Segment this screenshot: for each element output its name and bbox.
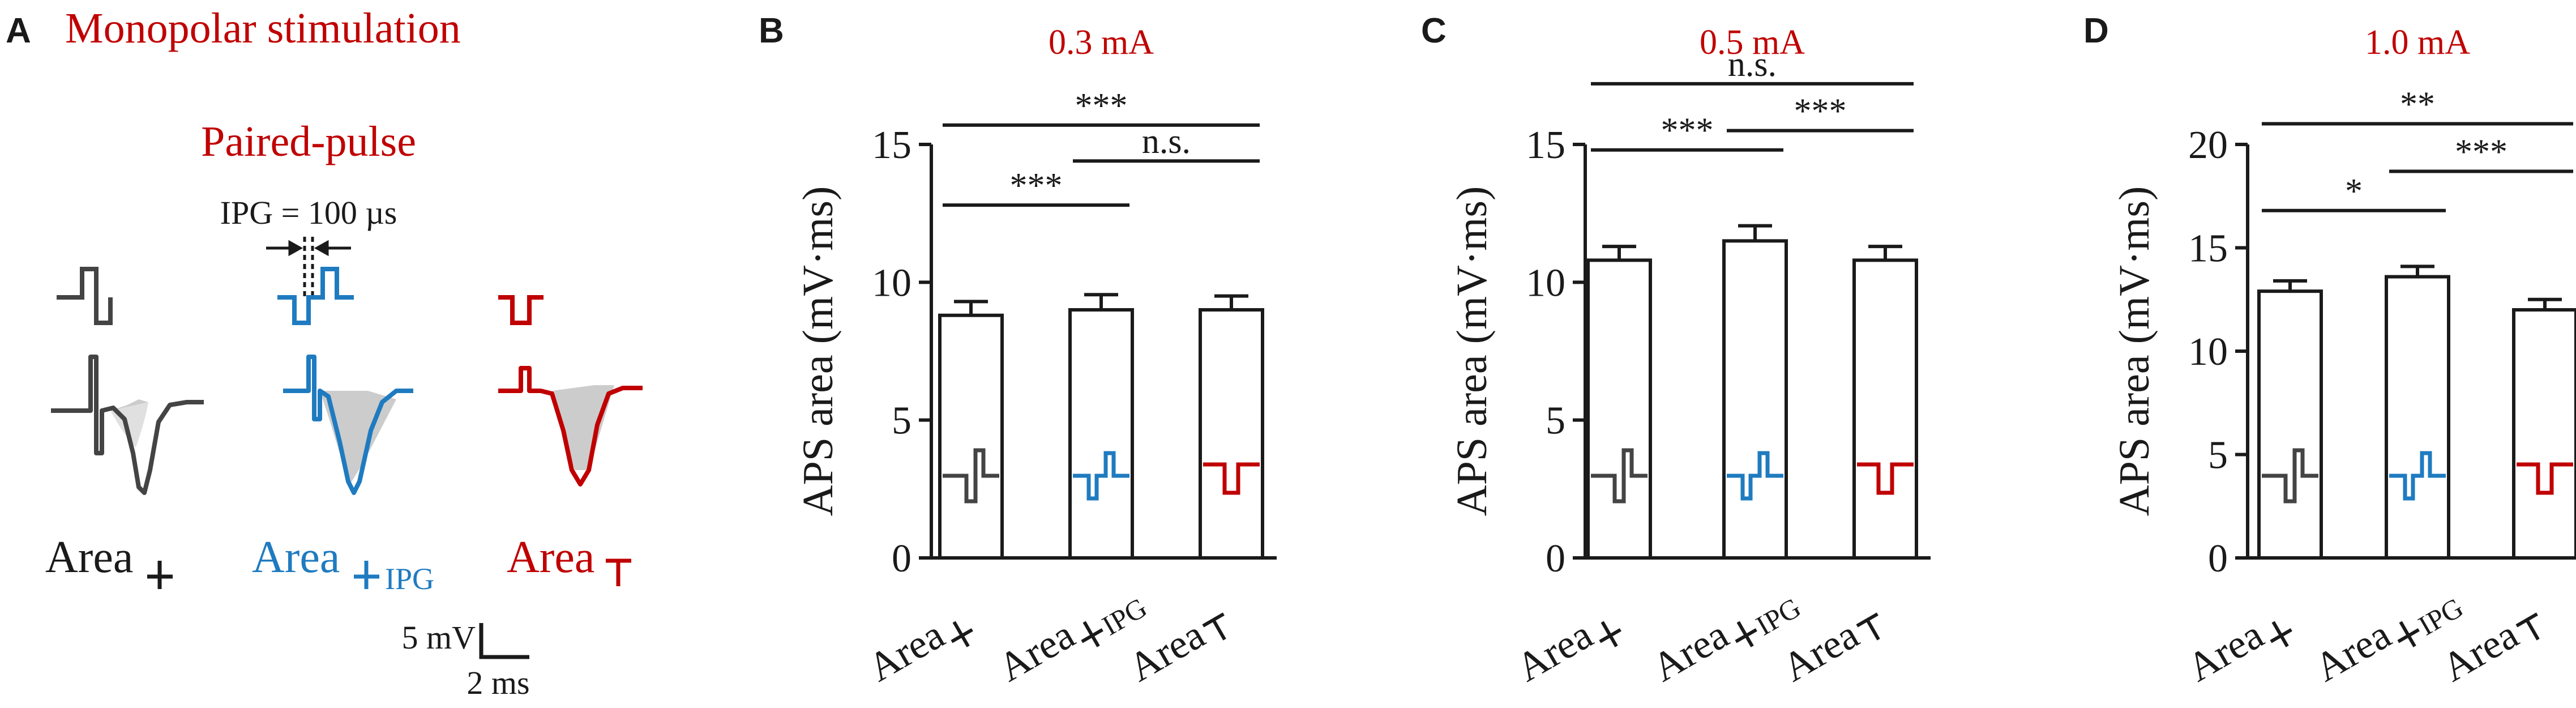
bar-pulse-icon <box>2262 448 2318 504</box>
panel-a-title: Monopolar stimulation <box>65 5 461 52</box>
bar-pulse-icon <box>2517 462 2573 495</box>
x-category-glyph <box>2271 621 2289 647</box>
significance-label: *** <box>1075 87 1128 125</box>
bar <box>1068 308 1134 560</box>
chart-title: 0.3 mA <box>1049 23 1154 62</box>
x-category-label-text: Area <box>1645 612 1736 690</box>
x-category-glyph <box>1082 621 1100 647</box>
x-category-label-subscript: IPG <box>1097 591 1152 642</box>
y-axis-label: APS area (mV·ms) <box>1448 186 1496 517</box>
chart-panel-b: B 0.3 mA APS area (mV·ms) 0 5 10 15 Area Area IPG… <box>759 11 1277 690</box>
bar <box>1199 308 1264 560</box>
panel-letter: B <box>759 11 784 50</box>
y-tick-label: 10 <box>2188 330 2228 374</box>
bar-pulse-icon <box>2389 451 2446 501</box>
panel-letter: D <box>2083 11 2109 50</box>
x-category-glyph <box>952 621 970 647</box>
scale-bar: 5 mV 2 ms <box>402 619 530 701</box>
x-category-label: Area <box>1509 612 1621 690</box>
bar <box>1586 258 1652 560</box>
subscript-glyph-red <box>606 558 631 586</box>
x-category-label-text: Area <box>2307 612 2398 690</box>
scale-bar-vertical-label: 5 mV <box>402 619 476 656</box>
bar <box>1852 258 1918 560</box>
label-area-blue-subscript: IPG <box>385 562 434 596</box>
subscript-glyph-blue <box>354 561 379 589</box>
y-tick-label: 15 <box>1526 123 1565 167</box>
x-category-label: Area <box>861 612 973 690</box>
significance-label: *** <box>1661 112 1714 150</box>
y-tick-label: 0 <box>2208 537 2228 581</box>
bar-pulse-icon <box>1591 448 1648 504</box>
bar-pulse-icon <box>943 448 999 504</box>
x-category-label: Area IPG <box>991 591 1152 690</box>
waveform-gray <box>51 355 204 495</box>
label-area-gray: Area <box>45 532 133 582</box>
significance-label: *** <box>1794 92 1847 131</box>
chart-panel-d: D 1.0 mA APS area (mV·ms) 0 5 10 15 20 Area Area I… <box>2083 11 2576 690</box>
bar-pulse-icon <box>1857 462 1914 495</box>
waveform-red <box>498 366 643 487</box>
x-category-glyph <box>1212 619 1226 641</box>
waveform-blue <box>283 355 413 495</box>
x-category-glyph <box>1736 621 1754 647</box>
bar <box>2385 275 2450 560</box>
panel-a-subtitle: Paired-pulse <box>201 118 416 165</box>
ipg-arrows-indicator <box>266 237 351 297</box>
y-tick-label: 20 <box>2188 123 2228 167</box>
significance-label: * <box>2345 172 2363 211</box>
x-category-label-text: Area <box>861 612 952 690</box>
x-category-label-text: Area <box>991 612 1082 690</box>
significance-label: *** <box>2455 133 2507 171</box>
chart-panel-c: C 0.5 mA APS area (mV·ms) 0 5 10 15 Area Area IPG… <box>1421 11 1931 690</box>
bar-pulse-icon <box>1203 462 1260 495</box>
bar-pulse-icon <box>1727 451 1783 501</box>
significance-label: n.s. <box>1728 45 1777 84</box>
significance-label: *** <box>1010 167 1063 205</box>
y-tick-label: 5 <box>1546 399 1565 443</box>
panel-a-letter: A <box>6 11 31 50</box>
label-area-red: Area <box>507 532 594 582</box>
y-tick-label: 10 <box>1526 261 1565 305</box>
pulse-icon-blue <box>277 267 354 325</box>
y-axis-label: APS area (mV·ms) <box>794 186 842 517</box>
x-category-label-text: Area <box>2180 612 2271 690</box>
y-tick-label: 0 <box>892 537 912 581</box>
y-tick-label: 15 <box>2188 227 2228 271</box>
chart-title: 1.0 mA <box>2365 23 2470 62</box>
y-tick-label: 15 <box>872 123 912 167</box>
ipg-label: IPG = 100 µs <box>220 194 397 231</box>
bar <box>2257 289 2323 560</box>
scale-bar-horizontal-label: 2 ms <box>467 664 529 701</box>
x-category-label-subscript: IPG <box>2413 591 2468 642</box>
pulse-icon-red <box>498 295 544 325</box>
subscript-glyph-gray <box>147 561 173 589</box>
x-category-glyph <box>1601 621 1618 647</box>
y-tick-label: 10 <box>872 261 912 305</box>
pulse-icon-gray <box>57 267 113 325</box>
x-category-label: Area IPG <box>2307 591 2468 690</box>
bar <box>938 313 1004 560</box>
x-category-label: Area IPG <box>1645 591 1806 690</box>
bar <box>2512 308 2576 560</box>
x-category-glyph <box>2525 619 2540 641</box>
x-category-label-subscript: IPG <box>1751 591 1806 642</box>
bar <box>1722 239 1788 560</box>
x-category-glyph <box>2399 621 2416 647</box>
y-tick-label: 5 <box>892 399 912 443</box>
y-tick-label: 0 <box>1546 537 1565 581</box>
significance-label: n.s. <box>1142 122 1191 161</box>
x-category-label-text: Area <box>1509 612 1600 690</box>
y-axis-label: APS area (mV·ms) <box>2111 186 2158 517</box>
x-category-glyph <box>1865 619 1880 641</box>
y-tick-label: 5 <box>2208 434 2228 477</box>
bar-pulse-icon <box>1073 451 1129 501</box>
panel-a: A Monopolar stimulation Paired-pulse IPG… <box>6 5 643 701</box>
panel-letter: C <box>1421 11 1447 50</box>
chart-title: 0.5 mA <box>1700 23 1805 62</box>
significance-label: ** <box>2400 86 2435 124</box>
x-category-label: Area <box>2180 612 2292 690</box>
label-area-blue: Area <box>252 532 340 582</box>
